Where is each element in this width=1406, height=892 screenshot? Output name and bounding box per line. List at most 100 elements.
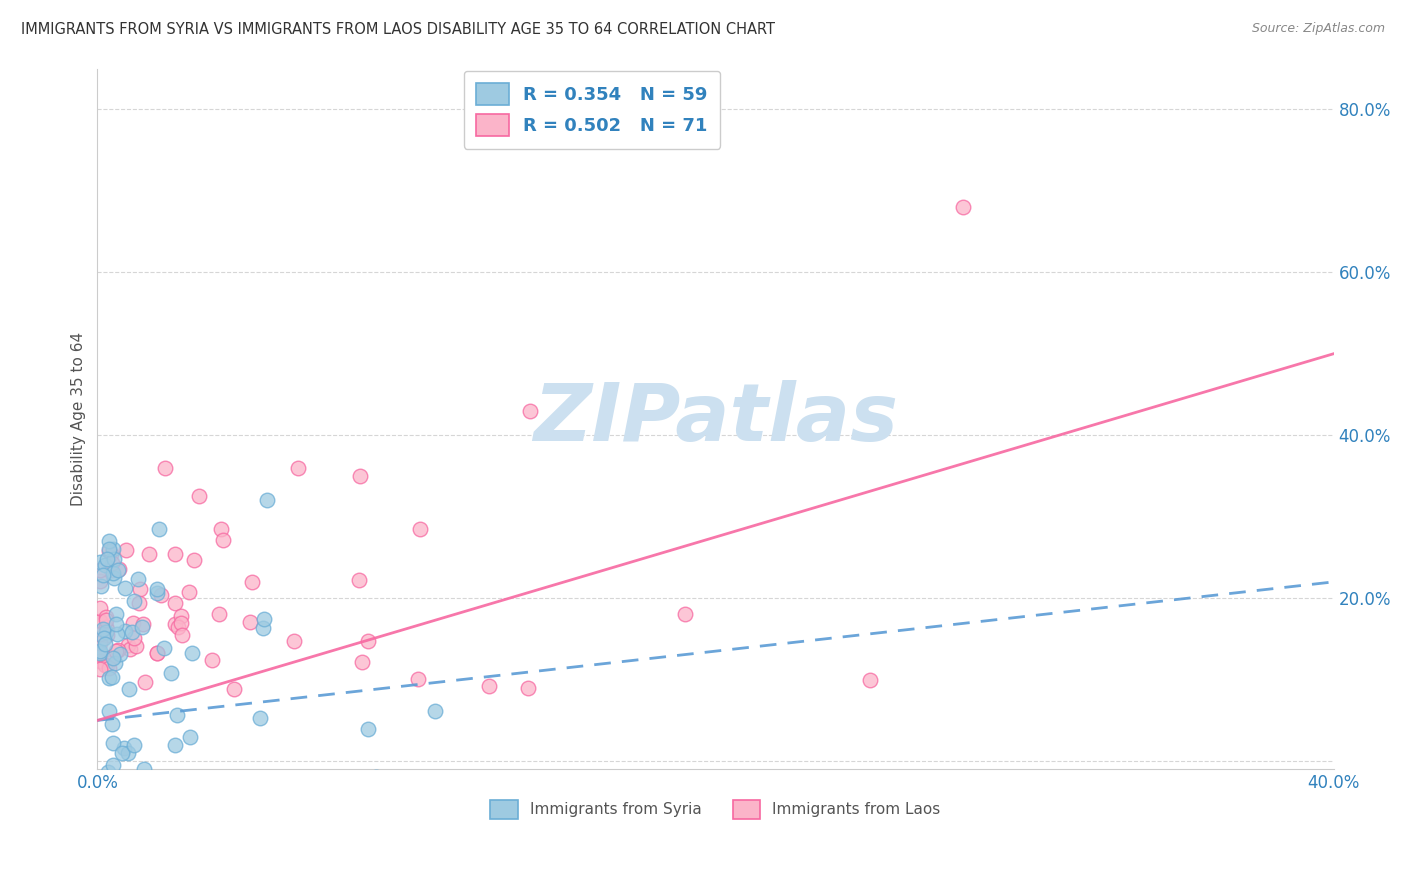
Point xyxy=(253,611,276,625)
Point xyxy=(104,616,127,631)
Point xyxy=(183,553,205,567)
Point xyxy=(96,628,118,642)
Point xyxy=(131,620,153,634)
Point xyxy=(89,654,111,668)
Point xyxy=(105,607,128,621)
Point xyxy=(96,624,118,638)
Point xyxy=(519,403,541,417)
Point xyxy=(91,622,114,636)
Point xyxy=(114,624,136,638)
Point xyxy=(115,543,138,558)
Point xyxy=(107,643,129,657)
Text: IMMIGRANTS FROM SYRIA VS IMMIGRANTS FROM LAOS DISABILITY AGE 35 TO 64 CORRELATIO: IMMIGRANTS FROM SYRIA VS IMMIGRANTS FROM… xyxy=(21,22,775,37)
Point xyxy=(179,585,201,599)
Y-axis label: Disability Age 35 to 64: Disability Age 35 to 64 xyxy=(72,332,86,506)
Point xyxy=(101,670,124,684)
Point xyxy=(134,674,156,689)
Point xyxy=(94,609,117,624)
Point xyxy=(478,679,501,693)
Point xyxy=(516,681,538,695)
Point xyxy=(170,615,193,630)
Point xyxy=(252,621,274,635)
Point xyxy=(97,533,120,548)
Point xyxy=(166,619,188,633)
Point xyxy=(89,555,111,569)
Point xyxy=(94,620,117,634)
Point xyxy=(89,662,111,676)
Point xyxy=(138,547,160,561)
Point xyxy=(97,656,120,670)
Point xyxy=(117,746,139,760)
Point xyxy=(103,657,125,671)
Point xyxy=(180,646,202,660)
Point xyxy=(287,460,309,475)
Point xyxy=(163,617,186,632)
Point xyxy=(163,738,186,752)
Point xyxy=(357,722,380,736)
Point xyxy=(212,533,235,548)
Point xyxy=(105,627,128,641)
Point xyxy=(283,634,305,648)
Point xyxy=(179,730,201,744)
Point xyxy=(122,631,145,645)
Point xyxy=(347,573,370,587)
Point xyxy=(101,556,124,570)
Point xyxy=(89,648,111,662)
Point xyxy=(166,708,188,723)
Legend: Immigrants from Syria, Immigrants from Laos: Immigrants from Syria, Immigrants from L… xyxy=(485,794,946,825)
Point xyxy=(103,571,125,585)
Point xyxy=(209,522,232,536)
Point xyxy=(103,552,125,566)
Point xyxy=(132,762,155,776)
Point xyxy=(127,573,149,587)
Point xyxy=(124,738,146,752)
Point xyxy=(128,596,150,610)
Text: ZIPatlas: ZIPatlas xyxy=(533,380,898,458)
Point xyxy=(349,469,371,483)
Point xyxy=(98,661,121,675)
Point xyxy=(423,704,446,718)
Point xyxy=(101,542,124,557)
Point xyxy=(406,672,429,686)
Point xyxy=(150,588,173,602)
Point xyxy=(91,568,114,582)
Point xyxy=(152,641,174,656)
Point xyxy=(94,658,117,673)
Point xyxy=(108,562,131,576)
Point xyxy=(859,673,882,687)
Point xyxy=(121,615,143,630)
Point xyxy=(93,632,115,646)
Point xyxy=(118,681,141,696)
Point xyxy=(97,704,120,718)
Point xyxy=(103,651,125,665)
Point xyxy=(96,613,118,627)
Point xyxy=(357,633,380,648)
Point xyxy=(96,552,118,566)
Point xyxy=(256,493,278,508)
Point xyxy=(117,638,139,652)
Point xyxy=(94,558,117,572)
Point xyxy=(98,671,121,685)
Point xyxy=(249,711,271,725)
Point xyxy=(122,594,145,608)
Point xyxy=(240,574,263,589)
Point xyxy=(97,764,120,779)
Point xyxy=(673,607,696,622)
Point xyxy=(89,636,111,650)
Point xyxy=(120,642,142,657)
Point xyxy=(101,758,124,772)
Point xyxy=(101,716,124,731)
Point xyxy=(89,564,111,578)
Point xyxy=(409,522,432,536)
Point xyxy=(89,644,111,658)
Point xyxy=(89,614,111,628)
Point xyxy=(188,489,211,503)
Point xyxy=(145,582,167,596)
Point xyxy=(89,601,111,615)
Point xyxy=(100,649,122,664)
Point xyxy=(101,566,124,580)
Point xyxy=(94,624,117,639)
Point xyxy=(98,544,121,558)
Point xyxy=(100,547,122,561)
Point xyxy=(112,741,135,756)
